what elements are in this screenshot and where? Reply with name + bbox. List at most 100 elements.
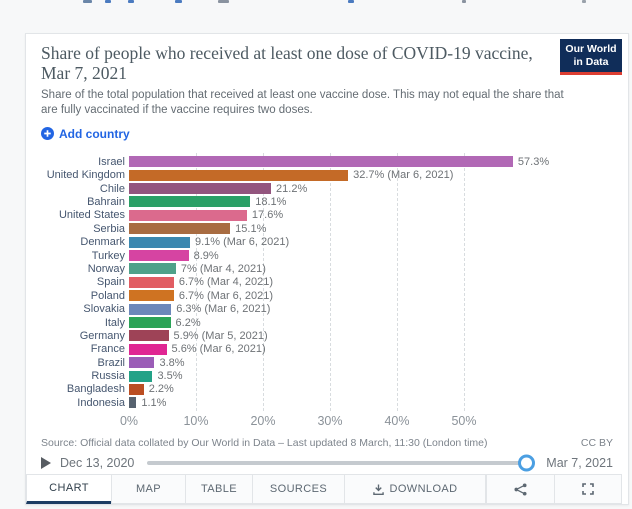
add-country-button[interactable]: Add country	[41, 127, 130, 141]
bar-row: Serbia 15.1%	[41, 222, 613, 235]
country-label[interactable]: Brazil	[97, 356, 125, 369]
country-label[interactable]: Chile	[99, 182, 125, 195]
bar-track: 5.6% (Mar 6, 2021)	[129, 343, 531, 355]
country-label[interactable]: Indonesia	[77, 396, 125, 409]
bar-row: Turkey 8.9%	[41, 249, 613, 262]
bar-track: 8.9%	[129, 249, 531, 262]
country-label[interactable]: Serbia	[93, 222, 125, 235]
bar[interactable]	[129, 317, 171, 328]
bar[interactable]	[129, 209, 247, 221]
bar-value-label: 3.8%	[159, 356, 185, 369]
x-tick-label: 30%	[317, 413, 343, 428]
bar-track: 2.2%	[129, 383, 531, 395]
bar[interactable]	[129, 397, 137, 409]
bar[interactable]	[129, 223, 231, 235]
bar-row: Denmark 9.1% (Mar 6, 2021)	[41, 235, 613, 248]
bar[interactable]	[129, 250, 189, 262]
country-label[interactable]: Turkey	[91, 249, 125, 262]
country-label[interactable]: France	[90, 343, 125, 356]
bar-track: 21.2%	[129, 183, 531, 195]
bar-row: Bangladesh 2.2%	[41, 383, 613, 396]
bar-track: 32.7% (Mar 6, 2021)	[129, 169, 531, 181]
country-label[interactable]: United States	[58, 209, 125, 222]
owid-logo-line1: Our World	[565, 43, 617, 55]
timeline-start-date[interactable]: Dec 13, 2020	[60, 455, 135, 470]
bar-track: 57.3%	[129, 156, 549, 168]
owid-logo[interactable]: Our World in Data	[560, 39, 622, 76]
bar-track: 6.7% (Mar 6, 2021)	[129, 289, 531, 302]
bar[interactable]	[129, 196, 251, 208]
bar-row: Slovakia 6.3% (Mar 6, 2021)	[41, 302, 613, 315]
country-label[interactable]: Bangladesh	[66, 383, 125, 396]
bar[interactable]	[129, 370, 153, 382]
bar-row: Israel 57.3%	[41, 155, 613, 168]
bar-value-label: 8.9%	[193, 249, 219, 262]
timeline-control: Dec 13, 2020 Mar 7, 2021	[41, 454, 613, 472]
country-label[interactable]: Israel	[98, 155, 125, 168]
share-icon	[514, 482, 527, 496]
bar-value-label: 6.7% (Mar 6, 2021)	[178, 289, 274, 302]
bar[interactable]	[129, 330, 169, 342]
country-label[interactable]: Spain	[96, 276, 125, 289]
tab-map[interactable]: MAP	[111, 474, 185, 504]
bar-value-label: 5.9% (Mar 5, 2021)	[173, 329, 268, 342]
tab-table[interactable]: TABLE	[185, 474, 252, 504]
tab-label: SOURCES	[269, 483, 328, 495]
bar-row: Brazil 3.8%	[41, 356, 613, 369]
tab-download[interactable]: DOWNLOAD	[344, 474, 486, 504]
bar[interactable]	[129, 290, 174, 302]
bar[interactable]	[129, 236, 190, 248]
country-label[interactable]: Bahrain	[87, 195, 125, 208]
bar[interactable]	[129, 357, 155, 369]
bar-row: Poland 6.7% (Mar 6, 2021)	[41, 289, 613, 302]
country-label[interactable]: Italy	[104, 316, 125, 329]
share-button[interactable]	[486, 474, 554, 504]
bar-value-label: 6.2%	[175, 316, 201, 329]
tab-chart[interactable]: CHART	[26, 474, 111, 504]
bar-row: Italy 6.2%	[41, 316, 613, 329]
bar[interactable]	[129, 263, 176, 275]
bar-row: France 5.6% (Mar 6, 2021)	[41, 343, 613, 356]
country-label[interactable]: Germany	[79, 329, 125, 342]
bar-track: 6.3% (Mar 6, 2021)	[129, 303, 531, 316]
country-label[interactable]: Slovakia	[83, 303, 125, 316]
add-country-label: Add country	[59, 126, 130, 141]
bar[interactable]	[129, 383, 144, 395]
fullscreen-icon	[582, 483, 594, 495]
bar[interactable]	[129, 276, 174, 288]
country-label[interactable]: United Kingdom	[46, 169, 125, 182]
bar-row: Germany 5.9% (Mar 5, 2021)	[41, 329, 613, 342]
bar[interactable]	[129, 343, 167, 355]
bar-row: Indonesia 1.1%	[41, 396, 613, 409]
timeline-end-date[interactable]: Mar 7, 2021	[546, 455, 613, 470]
x-tick-label: 40%	[384, 413, 410, 428]
bar[interactable]	[129, 156, 513, 168]
bar-value-label: 6.7% (Mar 4, 2021)	[178, 276, 274, 289]
timeline-slider[interactable]	[147, 454, 536, 472]
timeline-slider-handle[interactable]	[518, 454, 536, 472]
tab-label: MAP	[135, 483, 162, 495]
country-label[interactable]: Poland	[90, 289, 125, 302]
bar-track: 3.8%	[129, 356, 531, 369]
bar-track: 17.6%	[129, 209, 531, 221]
bar-value-label: 6.3% (Mar 6, 2021)	[176, 303, 271, 316]
license-link[interactable]: CC BY	[580, 436, 613, 449]
fullscreen-button[interactable]	[554, 474, 622, 504]
tab-label: TABLE	[200, 483, 238, 495]
country-label[interactable]: Norway	[87, 262, 125, 275]
country-label[interactable]: Russia	[91, 370, 125, 383]
bar-value-label: 7% (Mar 4, 2021)	[180, 262, 266, 275]
bar-row: Russia 3.5%	[41, 369, 613, 382]
bar-value-label: 57.3%	[517, 155, 550, 168]
bar-track: 18.1%	[129, 196, 531, 208]
play-icon[interactable]	[41, 456, 51, 469]
source-row: Source: Official data collated by Our Wo…	[41, 437, 613, 449]
plus-circle-icon	[41, 127, 54, 141]
tab-sources[interactable]: SOURCES	[252, 474, 344, 504]
bar[interactable]	[129, 303, 172, 315]
bar-value-label: 9.1% (Mar 6, 2021)	[194, 236, 290, 249]
bar[interactable]	[129, 183, 272, 195]
bar[interactable]	[129, 169, 349, 181]
bar-row: United States 17.6%	[41, 209, 613, 222]
country-label[interactable]: Denmark	[80, 236, 125, 249]
